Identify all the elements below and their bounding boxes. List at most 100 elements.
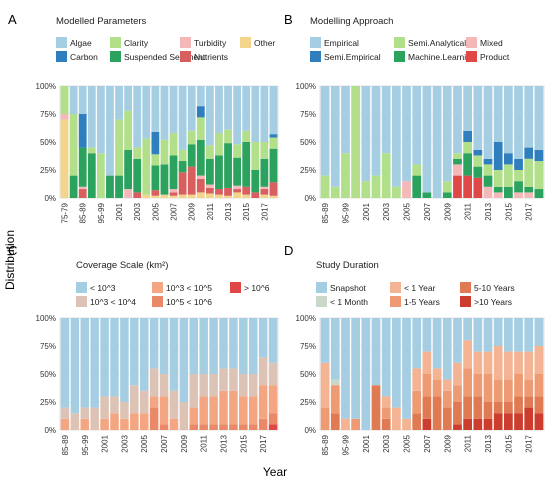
bar-segment [189,424,199,430]
bar-segment [534,396,544,414]
bar-segment [371,175,381,198]
x-tick-label: 2003 [382,202,391,220]
bar-segment [187,86,196,131]
bar-segment [260,194,269,198]
bar-segment [209,374,218,397]
bar-segment [269,195,278,198]
bar-segment [139,318,149,391]
bar-segment [503,164,513,187]
bar-segment [442,379,452,391]
bar-segment [473,318,483,352]
legend-title: Coverage Scale (km²) [76,260,168,271]
bar-segment [514,158,523,170]
bar-segment [453,402,462,425]
legend-swatch [230,282,241,293]
bar-segment [473,374,483,397]
y-axis-title: Distribution [3,230,17,290]
x-tick-label: 75-79 [61,202,70,223]
bar-segment [159,318,169,374]
x-tick-label: 2007 [423,434,432,452]
legend-swatch [152,296,163,307]
bar-segment [453,158,462,165]
y-tick-label: 50% [40,370,56,379]
x-tick-label: 85-89 [321,434,330,455]
bar-segment [233,144,242,158]
x-tick-label: 2005 [140,434,149,452]
bar-segment [361,86,371,182]
bar-segment [493,379,503,402]
bar-segment [320,86,330,176]
bar-segment [60,318,70,408]
bar-segment [269,134,278,138]
bar-segment [169,189,178,193]
panel-a-tag: A [8,12,17,27]
legend-title: Modelled Parameters [56,16,147,27]
legend-label: Empirical [324,38,359,48]
bar-segment [453,153,462,159]
legend-swatch [56,37,67,48]
x-tick-label: 2009 [180,434,189,452]
bar-segment [524,318,534,352]
bar-segment [473,155,483,167]
bar-segment [196,192,205,198]
bar-segment [391,86,401,187]
bar-segment [60,114,69,120]
bar-segment [219,390,228,425]
bar-segment [169,195,178,198]
bar-segment [268,318,278,363]
bar-segment [493,402,503,414]
y-tick-label: 25% [300,398,316,407]
bar-segment [503,379,513,402]
legend-label: 10^3 < 10^4 [90,297,136,307]
legend-swatch [310,51,321,62]
bar-segment [224,143,232,188]
bar-segment [60,418,70,430]
bar-segment [78,114,87,148]
bar-segment [215,86,223,134]
bar-segment [524,158,534,187]
bar-segment [130,413,139,430]
y-tick-label: 25% [40,398,56,407]
bar-segment [534,413,544,430]
bar-segment [514,413,523,430]
bar-segment [493,346,503,380]
x-tick-label: 2011 [200,434,209,452]
bar-segment [189,374,199,408]
bar-segment [199,424,208,430]
bar-segment [463,396,473,419]
bar-segment [483,175,493,187]
legend-label: Algae [70,38,92,48]
x-tick-label: 2015 [242,202,251,220]
bar-segment [442,192,452,198]
bar-segment [320,362,330,408]
bar-segment [219,424,228,430]
bar-segment [215,155,223,190]
legend-swatch [76,282,87,293]
bar-segment [130,385,139,414]
y-tick-label: 25% [300,166,316,175]
y-tick-label: 100% [36,82,56,91]
legend-swatch [180,37,191,48]
bar-segment [106,86,114,176]
bar-segment [442,318,452,380]
bar-segment [142,86,151,139]
bar-segment [205,86,214,146]
bar-segment [151,195,160,198]
bar-segment [87,147,96,154]
bar-segment [209,318,218,374]
x-tick-label: 2003 [120,434,129,452]
bar-segment [160,139,169,165]
bar-segment [205,158,214,185]
bar-segment [453,175,462,198]
legend-swatch [110,51,121,62]
bar-segment [269,86,278,135]
x-tick-label: 2009 [188,202,197,220]
y-tick-label: 75% [300,110,316,119]
bar-segment [160,86,169,140]
bar-segment [341,153,350,198]
bar-segment [412,164,422,176]
bar-segment [69,175,78,198]
bar-segment [473,166,483,178]
bar-segment [239,396,248,425]
